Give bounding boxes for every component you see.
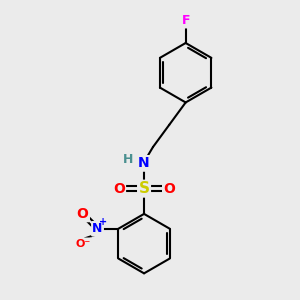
Text: +: +: [99, 217, 107, 227]
Text: F: F: [182, 14, 190, 27]
Text: O: O: [77, 207, 88, 221]
Text: N: N: [138, 156, 150, 170]
Text: O: O: [164, 182, 175, 196]
Text: O⁻: O⁻: [75, 238, 90, 249]
Text: H: H: [122, 153, 133, 166]
Text: S: S: [139, 181, 150, 196]
Text: N: N: [92, 222, 103, 235]
Text: O: O: [113, 182, 125, 196]
